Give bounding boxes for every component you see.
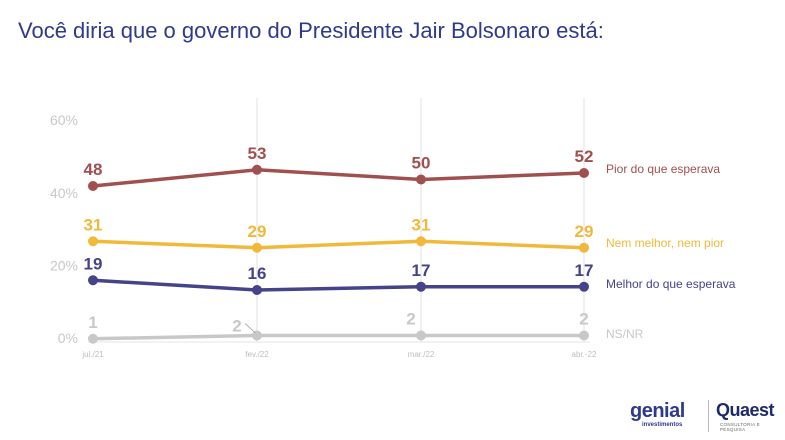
data-point [579,281,589,292]
data-point [252,242,262,253]
data-point [252,164,262,175]
genial-logo-sub: investimentos [642,422,683,428]
y-tick-label: 0% [58,330,78,346]
data-label: 29 [248,222,267,241]
logos: genial investimentos Quaest CONSULTORIA … [628,398,785,440]
data-point [88,333,98,344]
data-label: 17 [412,261,431,280]
logo-divider [708,400,709,432]
y-tick-label: 60% [50,112,78,128]
x-tick-label: mar./22 [408,350,435,359]
quaest-logo-sub: CONSULTORIA E PESQUISA [720,422,760,432]
legend-label: NS/NR [606,327,644,341]
x-tick-label: jul./21 [81,350,104,359]
data-point [579,168,589,178]
data-point [579,330,589,341]
label-leader-line [244,323,256,333]
y-tick-label: 20% [50,257,78,273]
data-point [416,330,426,341]
data-label: 52 [575,147,594,166]
series-line [92,239,585,250]
legend-label: Pior do que esperava [606,162,720,176]
x-tick-label: fev./22 [245,350,269,359]
data-point [416,174,426,185]
data-point [252,285,262,295]
data-point [579,242,589,253]
legend-label: Nem melhor, nem pior [606,236,724,250]
legend-label: Melhor do que esperava [606,277,736,291]
data-label: 19 [84,254,103,273]
data-label: 31 [412,215,431,234]
data-label: 1 [88,313,97,332]
data-label: 17 [575,261,594,280]
quaest-logo: Quaest [716,400,775,420]
data-label: 16 [248,264,267,283]
series-line [92,167,585,188]
data-label: 50 [412,154,431,173]
x-tick-label: abr.-22 [572,350,597,359]
data-label: 2 [579,310,588,329]
data-label: 2 [232,317,241,336]
genial-logo: genial [630,400,685,422]
data-label: 29 [575,222,594,241]
chart-title: Você diria que o governo do Presidente J… [18,18,604,43]
data-label: 53 [248,144,267,163]
data-point [252,330,262,341]
data-label: 2 [406,310,415,329]
data-point [416,236,426,247]
data-label: 48 [84,160,103,179]
data-point [88,275,98,286]
line-chart: 0% 20% 40% 60% jul./21 fev./22 mar./22 abr.-22… [50,98,736,359]
data-point [416,281,426,292]
data-label: 31 [84,215,103,234]
data-point [88,236,98,247]
series-line [92,278,584,292]
y-tick-label: 40% [50,185,78,201]
data-point [88,181,98,191]
series-line [92,333,584,341]
